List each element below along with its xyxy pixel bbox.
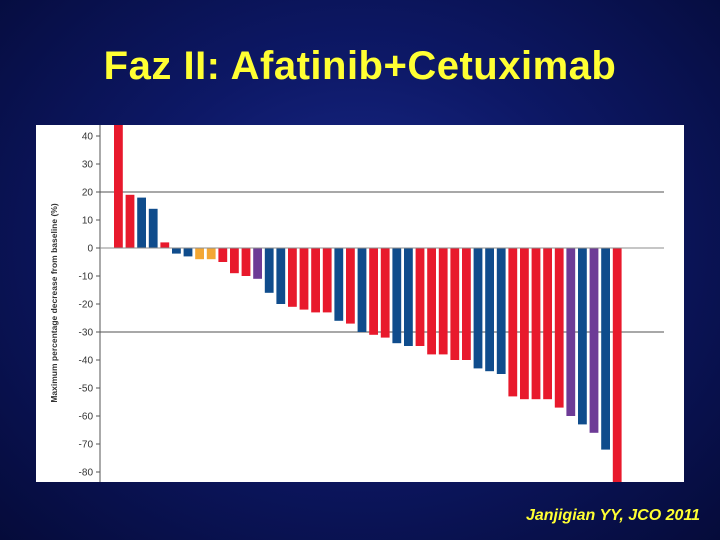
bar — [554, 248, 564, 408]
bar — [601, 248, 610, 450]
bar — [218, 248, 228, 262]
bar — [427, 248, 436, 355]
bar — [288, 248, 297, 307]
y-tick-label: -20 — [79, 300, 94, 311]
y-tick-label: -10 — [79, 272, 94, 283]
bar — [496, 248, 506, 374]
bar — [253, 248, 262, 279]
y-tick-label: -60 — [79, 412, 94, 423]
y-tick-label: -40 — [79, 356, 94, 367]
bar — [264, 248, 274, 293]
bar — [578, 248, 587, 425]
y-tick-label: 20 — [82, 188, 94, 199]
bar — [392, 248, 402, 344]
y-tick-label: -30 — [79, 328, 94, 339]
bars — [114, 125, 622, 482]
bar — [380, 248, 390, 338]
bar — [462, 248, 471, 360]
bar — [114, 125, 123, 248]
bar — [566, 248, 576, 416]
bar — [485, 248, 494, 372]
bar — [125, 194, 135, 248]
bar — [148, 208, 158, 248]
y-tick-label: -70 — [79, 440, 94, 451]
y-tick-label: -80 — [79, 468, 94, 479]
bar — [172, 248, 181, 254]
bar — [322, 248, 332, 313]
bar — [299, 248, 309, 310]
bar — [438, 248, 448, 355]
bar — [543, 248, 552, 400]
bar — [589, 248, 599, 433]
bar — [357, 248, 367, 332]
citation: Janjigian YY, JCO 2011 — [525, 507, 700, 524]
bar — [241, 248, 251, 276]
y-tick-label: 30 — [82, 160, 94, 171]
bar — [508, 248, 518, 397]
bar — [195, 248, 204, 260]
bar — [415, 248, 425, 346]
y-tick-label: -50 — [79, 384, 94, 395]
y-tick-label: 0 — [87, 244, 93, 255]
bar — [346, 248, 355, 324]
bar — [206, 248, 216, 260]
bar — [137, 197, 146, 248]
bar — [404, 248, 413, 346]
y-axis-title: Maximum percentage decrease from baselin… — [49, 203, 59, 403]
bar — [183, 248, 193, 257]
y-tick-label: 40 — [82, 132, 94, 143]
bar — [276, 248, 286, 304]
bar — [230, 248, 239, 274]
slide-title: Faz II: Afatinib+Cetuximab — [103, 44, 617, 88]
bar — [473, 248, 483, 369]
bar — [334, 248, 344, 321]
bar — [450, 248, 460, 360]
bar — [531, 248, 541, 400]
bar — [369, 248, 378, 335]
y-tick-label: 10 — [82, 216, 94, 227]
waterfall-chart: Maximum percentage decrease from baselin… — [36, 125, 684, 482]
bar — [311, 248, 320, 313]
bar — [160, 242, 170, 248]
bar — [612, 248, 622, 482]
waterfall-chart-svg: Maximum percentage decrease from baselin… — [49, 125, 664, 482]
y-axis: 40 30 20 10 0 -10 -20 -30 -40 -50 -60 -70 -80 — [79, 125, 101, 482]
bar — [520, 248, 529, 400]
